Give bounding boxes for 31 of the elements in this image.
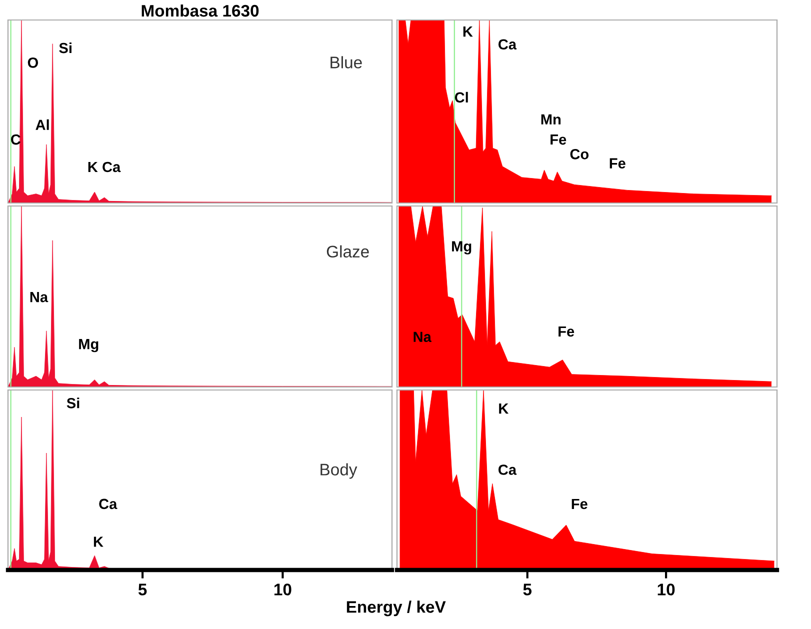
x-tick-label: 10 xyxy=(274,584,292,596)
annotation: Mn xyxy=(541,114,561,124)
annotation: Fe xyxy=(572,498,588,510)
annotation: Fe xyxy=(558,326,574,337)
x-tick-label: 5 xyxy=(138,584,147,596)
annotation: K Ca xyxy=(88,162,121,172)
annotation: Fe xyxy=(550,134,566,145)
annotation: Na xyxy=(414,332,432,342)
annotation: Body xyxy=(320,463,358,479)
annotation: Ca xyxy=(498,464,517,475)
x-tick-label: 5 xyxy=(523,584,532,596)
chart-title: Mombasa 1630 xyxy=(142,4,259,17)
annotation: Fe xyxy=(610,158,626,168)
annotation: Na xyxy=(30,292,48,302)
x-axis-title: Energy / keV xyxy=(346,600,446,616)
annotation: K xyxy=(463,26,473,37)
annotation: Blue xyxy=(330,56,362,68)
annotation: O xyxy=(28,58,38,68)
x-tick-label: 10 xyxy=(658,584,675,596)
annotation: Mg xyxy=(79,339,98,352)
annotation: Si xyxy=(59,42,72,54)
annotation: K xyxy=(499,404,509,414)
annotation: Mg xyxy=(452,241,472,254)
annotation: K xyxy=(94,536,104,547)
annotation: Si xyxy=(66,398,80,408)
annotation: Glaze xyxy=(326,245,369,258)
annotation: Ca xyxy=(498,39,517,50)
annotation: Al xyxy=(36,119,49,130)
annotation: Cl xyxy=(454,92,468,103)
annotation: Ca xyxy=(99,498,118,510)
annotation: Co xyxy=(570,149,589,160)
